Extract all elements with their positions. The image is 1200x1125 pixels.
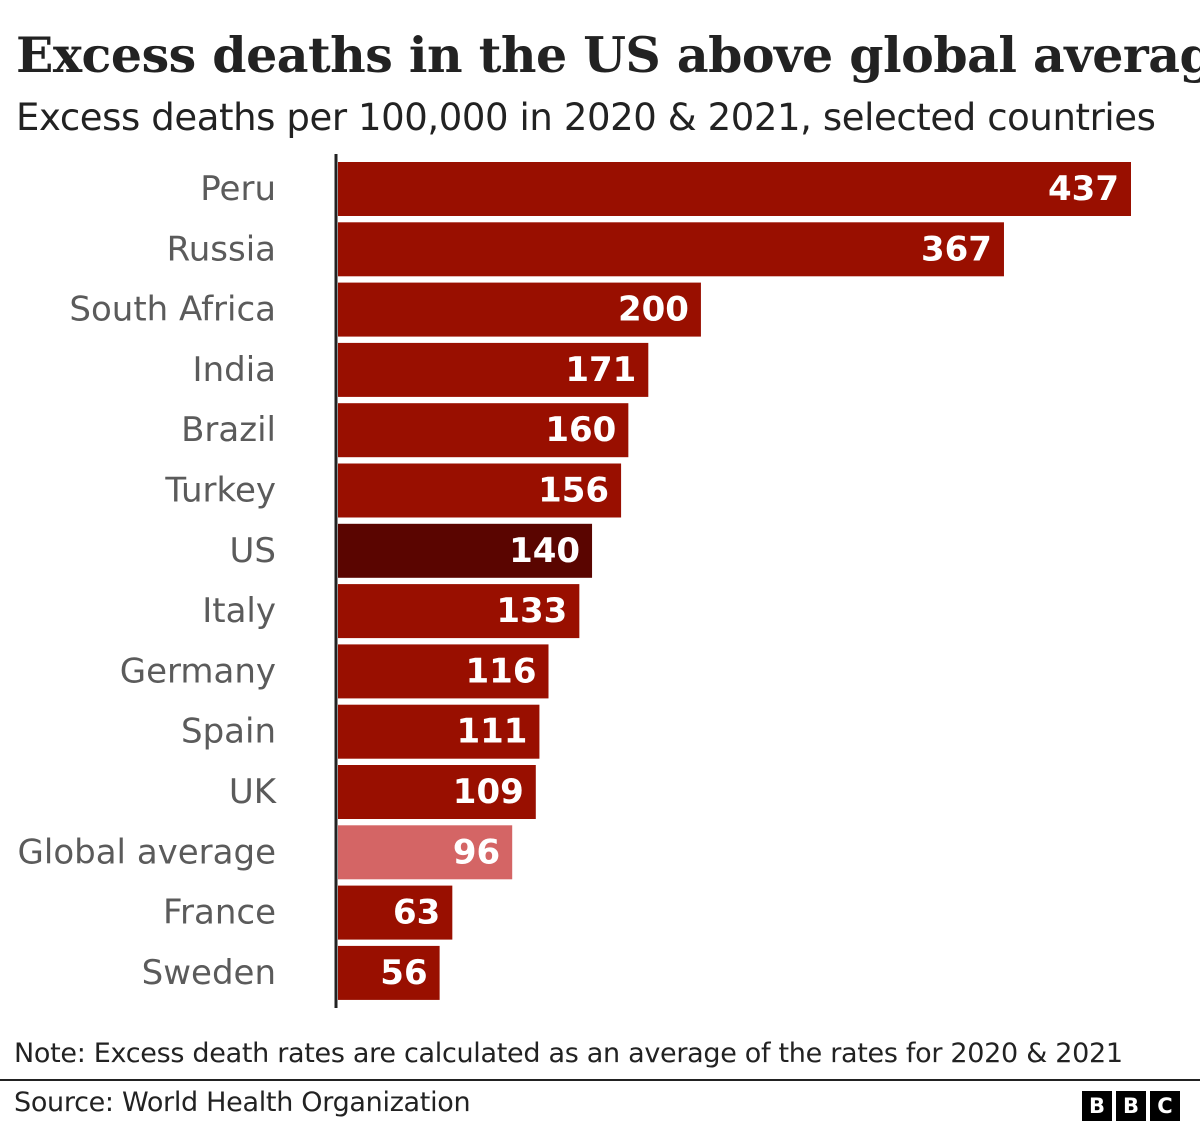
bbc-logo-letter: B (1082, 1091, 1112, 1121)
category-label: Brazil (181, 410, 276, 450)
value-label: 367 (921, 229, 992, 269)
value-label: 156 (538, 471, 609, 511)
category-label: Global average (18, 832, 276, 872)
bbc-logo: B B C (1082, 1091, 1180, 1121)
bar-italy (338, 584, 580, 639)
category-label: US (230, 531, 276, 571)
category-label: France (163, 893, 276, 933)
value-label: 171 (565, 350, 636, 390)
chart-source: Source: World Health Organization (14, 1087, 471, 1118)
bar-peru (338, 162, 1131, 216)
value-label: 109 (453, 772, 524, 812)
bar-russia (338, 222, 1004, 277)
bar-france (338, 885, 453, 940)
value-label: 56 (380, 953, 427, 993)
category-label: Italy (202, 591, 276, 631)
value-label: 200 (618, 290, 689, 330)
category-label: Russia (167, 229, 276, 269)
bar-us (338, 523, 593, 578)
category-label: Peru (200, 169, 276, 209)
value-label: 63 (393, 893, 440, 933)
bar-spain (338, 704, 540, 759)
value-label: 160 (545, 410, 616, 450)
category-label: Spain (181, 712, 276, 752)
value-label: 133 (496, 591, 567, 631)
chart-title: Excess deaths in the US above global ave… (16, 26, 1200, 84)
value-label: 116 (466, 651, 537, 691)
bbc-logo-letter: B (1116, 1091, 1146, 1121)
bar-chart: Peru 437 Russia 367 South Africa 200 India 171 B… (18, 154, 1131, 1008)
category-label: Turkey (164, 471, 276, 511)
category-label: Germany (120, 651, 276, 691)
value-label: 140 (509, 531, 580, 571)
category-label: South Africa (69, 290, 276, 330)
category-label: Sweden (142, 953, 276, 993)
value-label: 96 (453, 832, 500, 872)
bar-sweden (338, 945, 440, 1000)
bar-global-average (338, 825, 513, 880)
footer-divider (0, 1079, 1200, 1081)
category-label: India (193, 350, 276, 390)
category-label: UK (229, 772, 278, 812)
bbc-logo-letter: C (1150, 1091, 1180, 1121)
bar-india (338, 342, 649, 397)
bar-uk (338, 765, 536, 819)
bar-turkey (338, 463, 622, 518)
bar-brazil (338, 403, 629, 458)
bar-germany (338, 644, 549, 699)
chart-subtitle: Excess deaths per 100,000 in 2020 & 2021… (16, 96, 1156, 139)
value-label: 437 (1048, 169, 1119, 209)
bar-south-africa (338, 282, 701, 337)
bars-layer: Peru 437 Russia 367 South Africa 200 India 171 B… (18, 162, 1131, 1000)
chart-note: Note: Excess death rates are calculated … (14, 1038, 1123, 1069)
value-label: 111 (456, 712, 527, 752)
